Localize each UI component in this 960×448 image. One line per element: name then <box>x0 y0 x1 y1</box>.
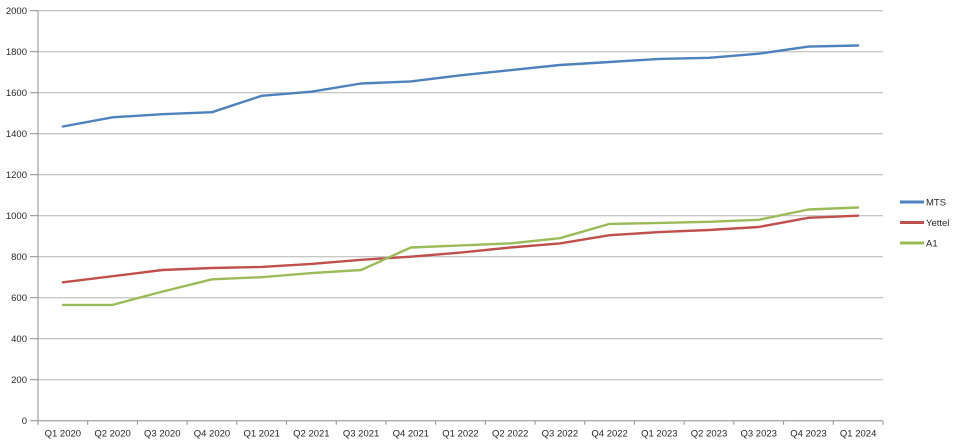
y-axis-tick-label: 1400 <box>6 129 27 140</box>
x-axis-tick-label: Q4 2022 <box>591 429 627 440</box>
x-axis-tick-label: Q1 2023 <box>641 429 677 440</box>
x-axis-tick-label: Q1 2024 <box>840 429 876 440</box>
x-axis-tick-label: Q4 2020 <box>194 429 230 440</box>
series-line-yettel <box>61 214 860 284</box>
x-axis-tick-label: Q3 2021 <box>343 429 379 440</box>
x-axis-tick-label: Q2 2020 <box>94 429 130 440</box>
y-axis-tick-label: 1800 <box>6 47 27 58</box>
x-axis-tick-label: Q2 2023 <box>691 429 727 440</box>
x-axis-tick-label: Q3 2020 <box>144 429 180 440</box>
legend-label-mts: MTS <box>926 198 946 209</box>
legend-label-a1: A1 <box>926 239 938 250</box>
x-axis-tick-label: Q3 2023 <box>741 429 777 440</box>
y-axis-tick-label: 800 <box>11 252 27 263</box>
y-axis-tick-label: 1200 <box>6 170 27 181</box>
x-axis-tick-label: Q1 2020 <box>45 429 81 440</box>
y-axis-tick-label: 1600 <box>6 88 27 99</box>
y-axis-tick-label: 0 <box>22 416 27 427</box>
x-axis-tick-label: Q2 2022 <box>492 429 528 440</box>
legend-label-yettel: Yettel <box>926 218 949 229</box>
y-axis-tick-label: 400 <box>11 334 27 345</box>
x-axis-tick-label: Q1 2022 <box>442 429 478 440</box>
y-axis-tick-label: 600 <box>11 293 27 304</box>
y-axis-tick-label: 200 <box>11 375 27 386</box>
x-axis-tick-label: Q4 2023 <box>790 429 826 440</box>
x-axis-tick-label: Q3 2022 <box>542 429 578 440</box>
y-axis-tick-label: 2000 <box>6 6 27 17</box>
x-axis-tick-label: Q2 2021 <box>293 429 329 440</box>
x-axis-tick-label: Q1 2021 <box>243 429 279 440</box>
series-line-mts <box>61 44 860 128</box>
x-axis-tick-label: Q4 2021 <box>393 429 429 440</box>
series-line-a1 <box>61 206 860 307</box>
y-axis-tick-label: 1000 <box>6 211 27 222</box>
